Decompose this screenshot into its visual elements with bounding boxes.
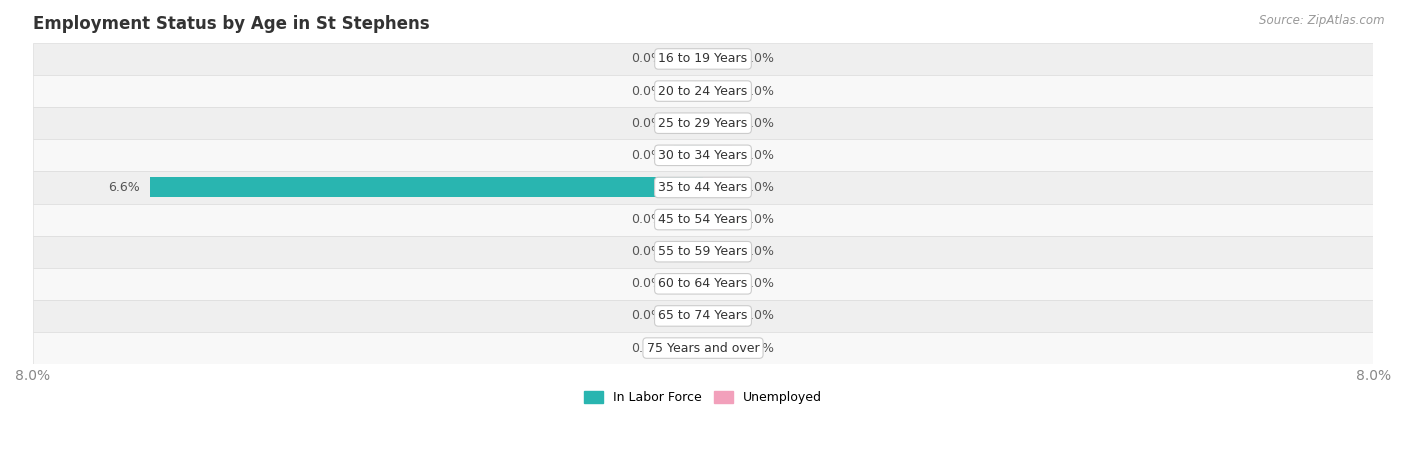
Bar (32, 300, 1374, 332)
Bar (703, 210, 733, 230)
Text: 0.0%: 0.0% (631, 85, 664, 97)
Bar (32, 75, 1374, 107)
Bar (32, 43, 1374, 75)
Text: 0.0%: 0.0% (631, 341, 664, 354)
Text: 0.0%: 0.0% (631, 52, 664, 65)
Text: Employment Status by Age in St Stephens: Employment Status by Age in St Stephens (32, 15, 429, 33)
Text: 0.0%: 0.0% (742, 52, 775, 65)
Text: 16 to 19 Years: 16 to 19 Years (658, 52, 748, 65)
Bar (703, 306, 733, 326)
Text: 75 Years and over: 75 Years and over (647, 341, 759, 354)
Bar (703, 274, 733, 294)
Text: 0.0%: 0.0% (742, 85, 775, 97)
Bar (32, 268, 1374, 300)
Text: 0.0%: 0.0% (631, 277, 664, 290)
Text: 0.0%: 0.0% (631, 245, 664, 258)
Bar (673, 242, 703, 262)
Text: 0.0%: 0.0% (742, 341, 775, 354)
Text: 0.0%: 0.0% (631, 213, 664, 226)
Bar (703, 178, 733, 198)
Text: 0.0%: 0.0% (631, 149, 664, 162)
Text: 35 to 44 Years: 35 to 44 Years (658, 181, 748, 194)
Bar (32, 139, 1374, 171)
Text: 25 to 29 Years: 25 to 29 Years (658, 117, 748, 130)
Text: 55 to 59 Years: 55 to 59 Years (658, 245, 748, 258)
Text: 20 to 24 Years: 20 to 24 Years (658, 85, 748, 97)
Bar (673, 113, 703, 133)
Text: 0.0%: 0.0% (742, 149, 775, 162)
Text: 0.0%: 0.0% (742, 277, 775, 290)
Bar (703, 81, 733, 101)
Text: 0.0%: 0.0% (631, 309, 664, 322)
Bar (32, 332, 1374, 364)
Text: 65 to 74 Years: 65 to 74 Years (658, 309, 748, 322)
Bar (673, 306, 703, 326)
Text: 0.0%: 0.0% (631, 117, 664, 130)
Bar (32, 235, 1374, 268)
Bar (32, 107, 1374, 139)
Text: Source: ZipAtlas.com: Source: ZipAtlas.com (1260, 14, 1385, 27)
Text: 60 to 64 Years: 60 to 64 Years (658, 277, 748, 290)
Text: 0.0%: 0.0% (742, 309, 775, 322)
Bar (703, 145, 733, 165)
Text: 6.6%: 6.6% (108, 181, 139, 194)
Text: 0.0%: 0.0% (742, 117, 775, 130)
Bar (703, 242, 733, 262)
Text: 45 to 54 Years: 45 to 54 Years (658, 213, 748, 226)
Bar (673, 49, 703, 69)
Bar (673, 210, 703, 230)
Bar (703, 49, 733, 69)
Bar (703, 338, 733, 358)
Text: 0.0%: 0.0% (742, 213, 775, 226)
Text: 0.0%: 0.0% (742, 181, 775, 194)
Bar (703, 113, 733, 133)
Bar (673, 81, 703, 101)
Bar (32, 171, 1374, 203)
Bar (673, 145, 703, 165)
Bar (673, 338, 703, 358)
Text: 0.0%: 0.0% (742, 245, 775, 258)
Legend: In Labor Force, Unemployed: In Labor Force, Unemployed (579, 387, 827, 410)
Text: 30 to 34 Years: 30 to 34 Years (658, 149, 748, 162)
Bar (673, 274, 703, 294)
Bar (32, 203, 1374, 235)
Bar (150, 178, 703, 198)
